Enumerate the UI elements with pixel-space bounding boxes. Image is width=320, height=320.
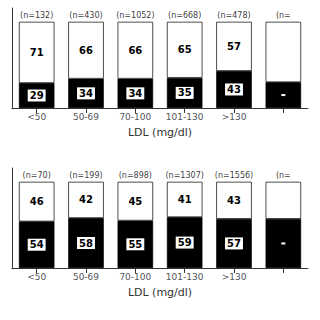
svg-text:34: 34 bbox=[79, 88, 93, 99]
svg-text:(n=1307): (n=1307) bbox=[165, 171, 203, 180]
svg-text:101-130: 101-130 bbox=[166, 272, 204, 282]
svg-text:(n=898): (n=898) bbox=[119, 171, 152, 180]
svg-text:(n=132): (n=132) bbox=[20, 11, 53, 20]
svg-text:70-100: 70-100 bbox=[119, 112, 151, 122]
svg-text:55: 55 bbox=[128, 239, 142, 250]
svg-text:LDL (mg/dl): LDL (mg/dl) bbox=[128, 126, 192, 139]
svg-text:45: 45 bbox=[128, 196, 142, 207]
svg-text:(n=1556): (n=1556) bbox=[215, 171, 253, 180]
svg-text:42: 42 bbox=[79, 194, 93, 205]
svg-text:<50: <50 bbox=[27, 112, 46, 122]
svg-text:>130: >130 bbox=[222, 112, 247, 122]
svg-text:(n=1052): (n=1052) bbox=[116, 11, 154, 20]
svg-text:(n=478): (n=478) bbox=[217, 11, 250, 20]
svg-text:(n=199): (n=199) bbox=[69, 171, 102, 180]
svg-text:65: 65 bbox=[178, 44, 192, 55]
svg-text:50-69: 50-69 bbox=[73, 272, 99, 282]
svg-text:57: 57 bbox=[227, 238, 241, 249]
svg-text:54: 54 bbox=[30, 239, 44, 250]
svg-text:46: 46 bbox=[30, 196, 44, 207]
svg-text:57: 57 bbox=[227, 41, 241, 52]
svg-text:58: 58 bbox=[79, 238, 93, 249]
svg-text:(n=430): (n=430) bbox=[69, 11, 102, 20]
svg-text:70-100: 70-100 bbox=[119, 272, 151, 282]
svg-text:LDL (mg/dl): LDL (mg/dl) bbox=[128, 286, 192, 299]
svg-text:29: 29 bbox=[30, 90, 44, 101]
svg-text:59: 59 bbox=[178, 237, 192, 248]
svg-text:(n=668): (n=668) bbox=[168, 11, 201, 20]
svg-text:43: 43 bbox=[227, 84, 241, 95]
svg-text:66: 66 bbox=[128, 45, 142, 56]
svg-text:>130: >130 bbox=[222, 272, 247, 282]
svg-text:41: 41 bbox=[178, 194, 192, 205]
svg-text:(n=70): (n=70) bbox=[23, 171, 51, 180]
svg-text:43: 43 bbox=[227, 195, 241, 206]
svg-text:66: 66 bbox=[79, 45, 93, 56]
svg-text:34: 34 bbox=[128, 88, 142, 99]
svg-text:<50: <50 bbox=[27, 272, 46, 282]
svg-text:35: 35 bbox=[178, 87, 192, 98]
svg-text:(n=: (n= bbox=[276, 171, 291, 180]
svg-text:71: 71 bbox=[30, 47, 44, 58]
svg-text:50-69: 50-69 bbox=[73, 112, 99, 122]
svg-text:101-130: 101-130 bbox=[166, 112, 204, 122]
svg-text:(n=: (n= bbox=[276, 11, 291, 20]
